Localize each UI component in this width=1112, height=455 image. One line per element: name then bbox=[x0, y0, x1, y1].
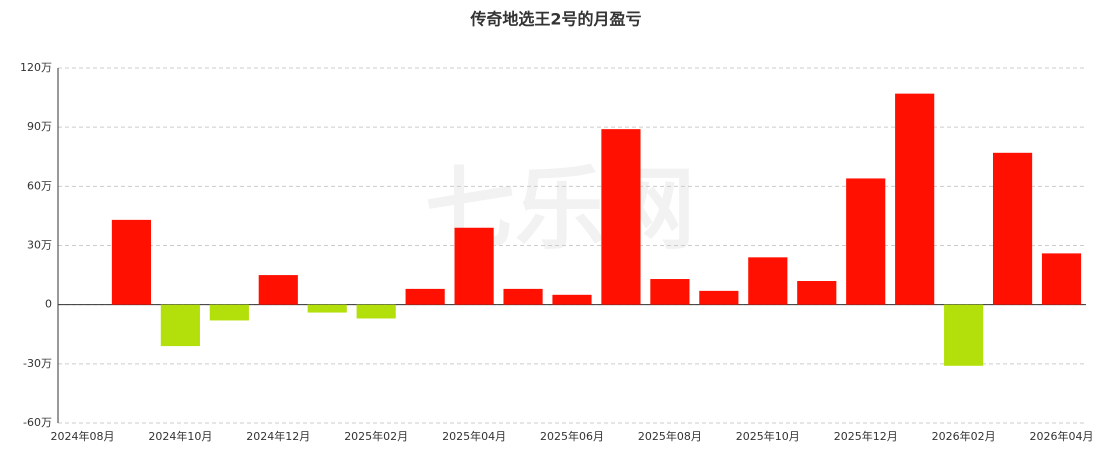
x-tick-label: 2025年08月 bbox=[638, 429, 702, 443]
bar bbox=[307, 304, 347, 313]
x-tick-label: 2026年02月 bbox=[932, 429, 996, 443]
x-tick-label: 2025年10月 bbox=[736, 429, 800, 443]
x-tick-label: 2026年04月 bbox=[1030, 429, 1094, 443]
y-tick-label: 90万 bbox=[27, 120, 52, 133]
bar bbox=[944, 304, 984, 366]
x-tick-label: 2024年10月 bbox=[148, 429, 212, 443]
y-tick-label: 60万 bbox=[27, 179, 52, 192]
x-tick-label: 2025年02月 bbox=[344, 429, 408, 443]
x-tick-label: 2025年12月 bbox=[834, 429, 898, 443]
y-tick-label: 0 bbox=[45, 298, 52, 311]
bar bbox=[503, 288, 543, 305]
x-tick-label: 2025年06月 bbox=[540, 429, 604, 443]
bar bbox=[699, 290, 739, 305]
bar bbox=[650, 279, 690, 305]
y-tick-label: 120万 bbox=[20, 61, 52, 74]
bar bbox=[748, 257, 788, 305]
bar bbox=[895, 93, 935, 305]
bar bbox=[797, 281, 837, 305]
bar bbox=[846, 178, 886, 305]
bar bbox=[356, 304, 396, 319]
x-tick-label: 2024年12月 bbox=[246, 429, 310, 443]
x-tick-label: 2025年04月 bbox=[442, 429, 506, 443]
bar bbox=[454, 227, 494, 305]
bar bbox=[258, 275, 298, 305]
y-tick-label: -60万 bbox=[23, 416, 52, 429]
x-tick-label: 2024年08月 bbox=[50, 429, 114, 443]
bar bbox=[111, 219, 152, 305]
bar bbox=[160, 304, 200, 347]
chart-title: 传奇地选王2号的月盈亏 bbox=[469, 10, 641, 29]
bar bbox=[209, 304, 249, 321]
bar bbox=[405, 288, 445, 305]
bar bbox=[992, 152, 1033, 305]
y-tick-label: 30万 bbox=[27, 239, 52, 252]
bar bbox=[601, 129, 641, 305]
y-tick-label: -30万 bbox=[23, 357, 52, 370]
bar bbox=[1041, 253, 1082, 305]
bar bbox=[552, 294, 592, 305]
